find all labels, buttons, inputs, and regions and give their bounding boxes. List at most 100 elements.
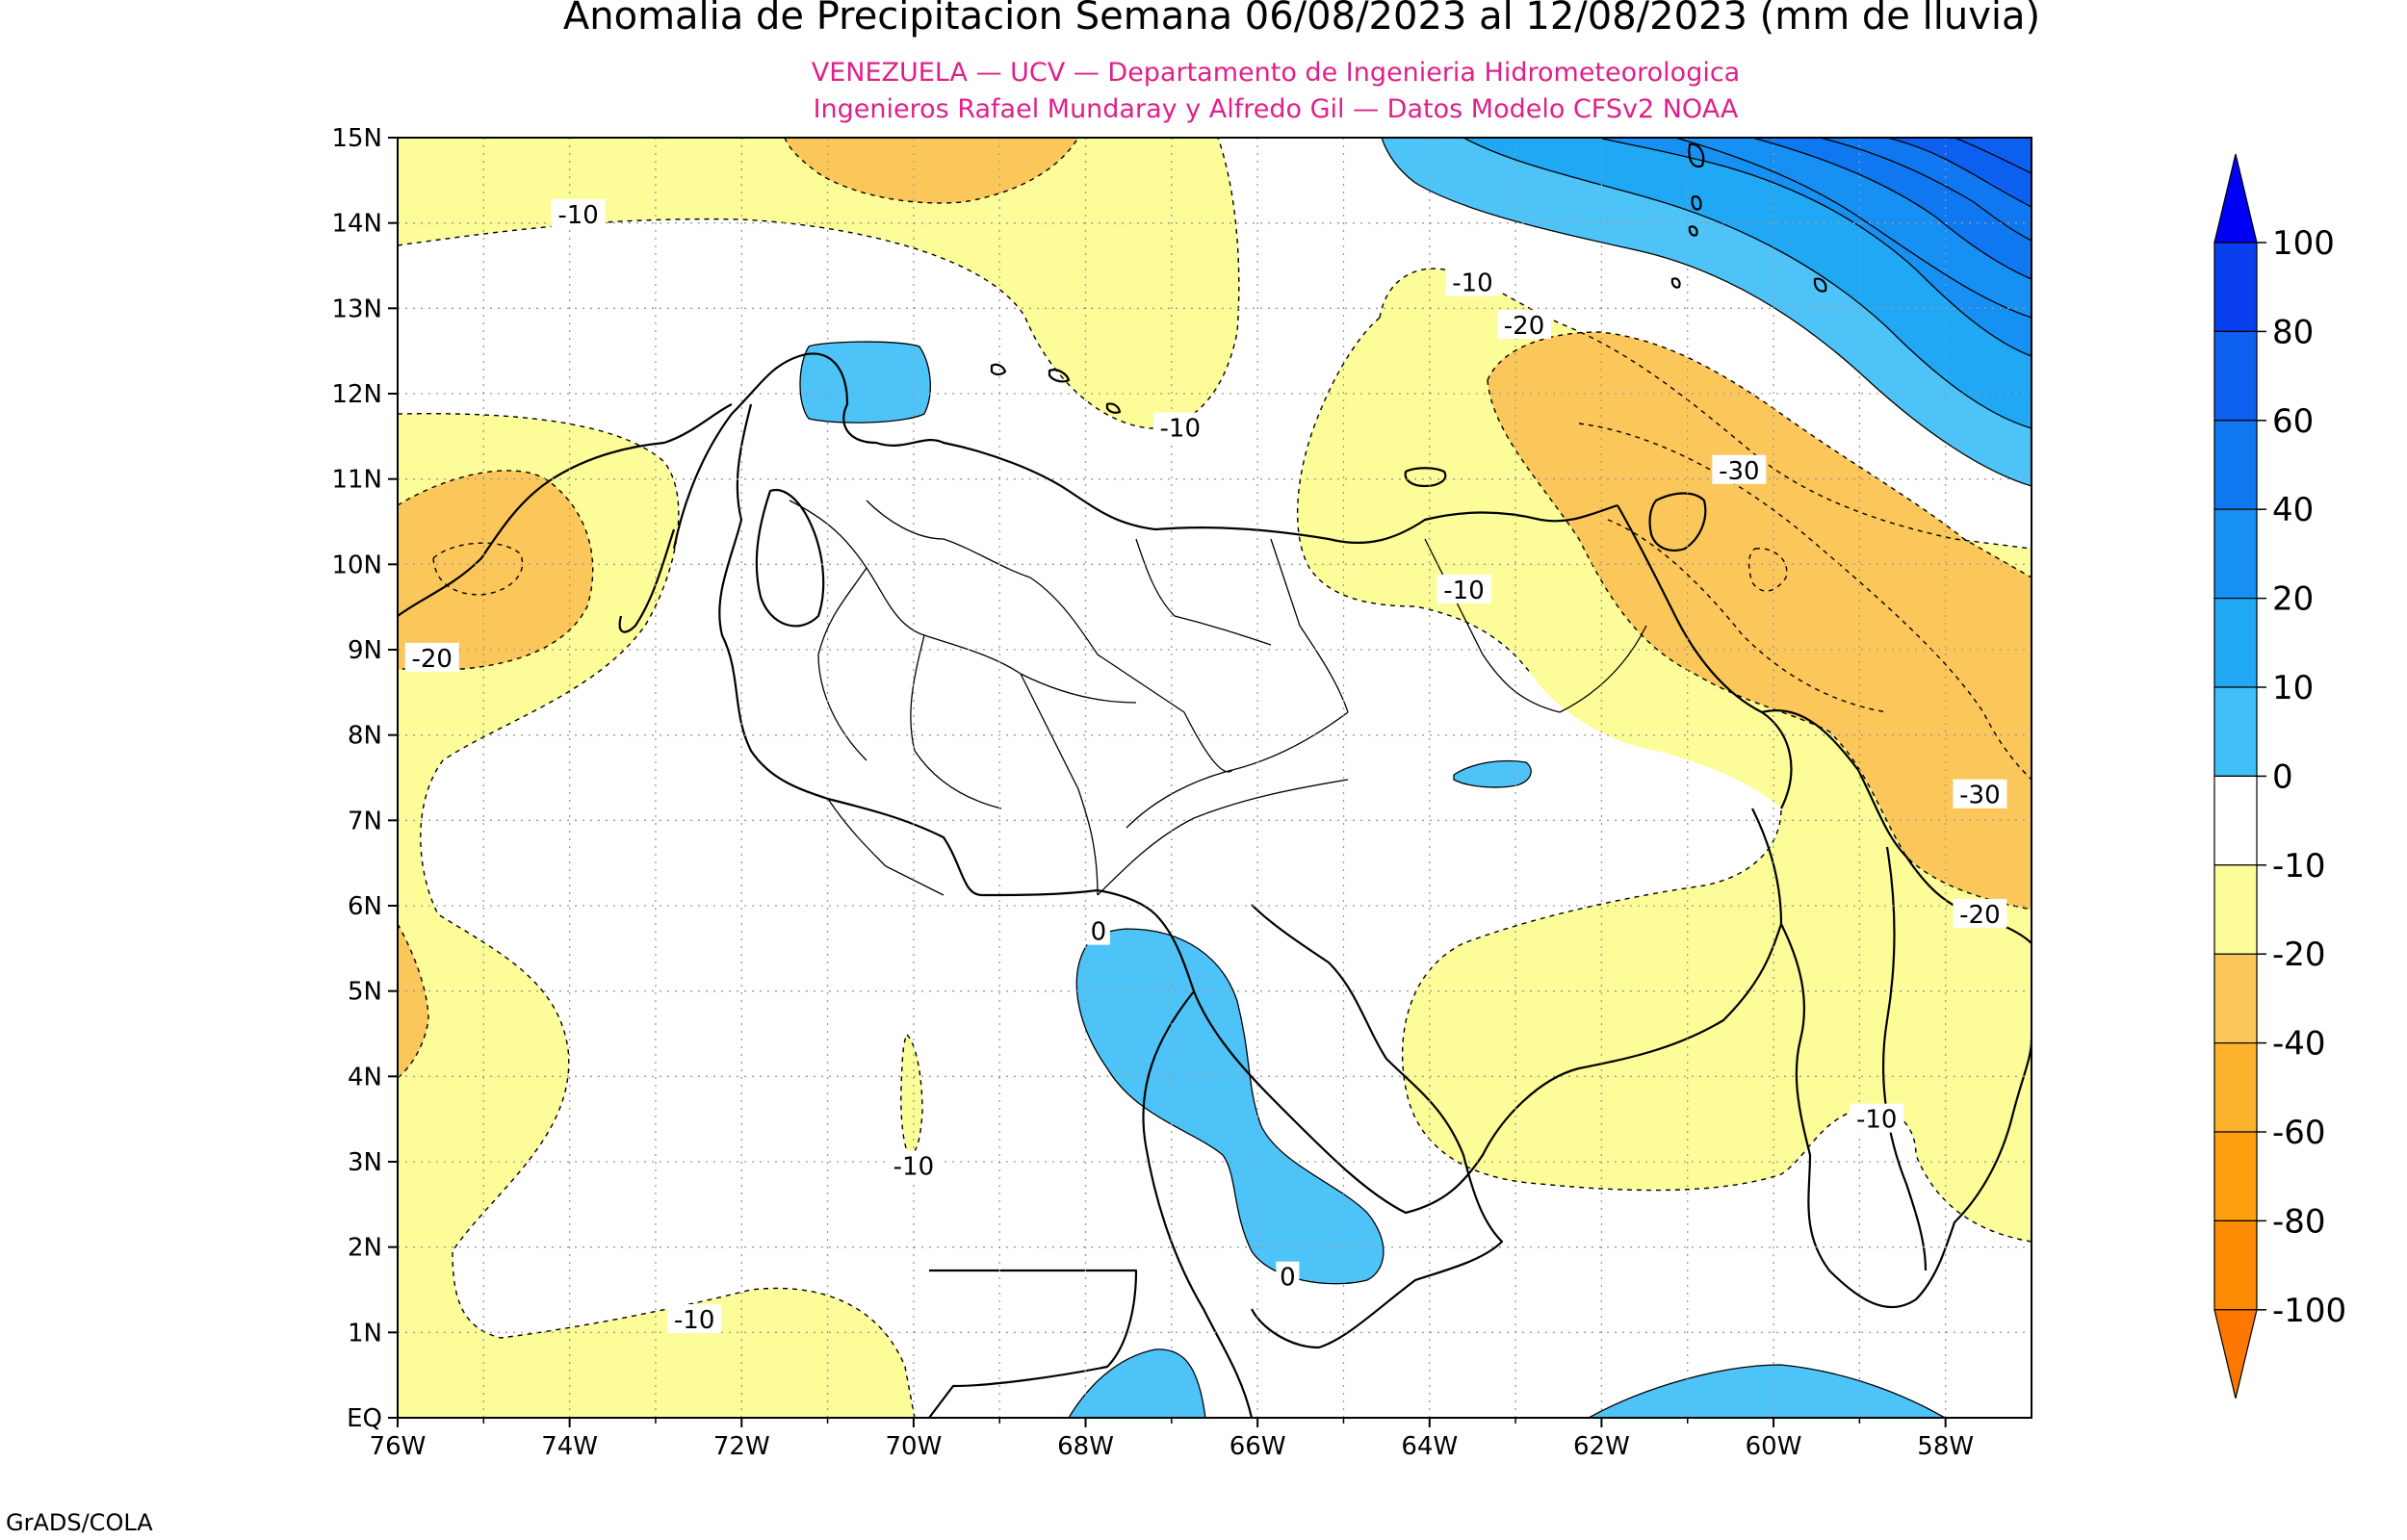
contour-label-bg [551,198,606,228]
state-border-5 [1135,538,1272,646]
contour-label: 0 [1280,1264,1296,1293]
contour-minus20-top [784,138,1079,204]
y-tick-label: 1N [348,1319,382,1348]
colorbar-label: -100 [2272,1292,2346,1330]
state-border-1 [789,500,925,636]
y-tick-label: 15N [331,124,382,153]
contour-label: -20 [411,645,452,674]
colorbar-segment [2213,330,2258,422]
x-tick-label: 74W [541,1432,598,1461]
colorbar-label: 80 [2272,313,2314,351]
contour-minus10-southeast [1401,808,2032,1243]
colorbar-segment [2213,1041,2258,1133]
contour-60-northeast [1886,138,2032,208]
colorbar-label: 10 [2272,669,2314,707]
state-borders [789,500,1647,896]
contour-0-guri [1453,759,1532,788]
contour-40-northeast [1751,138,2032,280]
contour-lines-positive [799,138,2032,1418]
island-barbados [1813,277,1827,293]
state-border-12 [827,798,945,896]
y-tick-label: 9N [348,636,382,665]
border-guyana-brazil [1780,923,2032,1309]
contour-minus20-northeast [1487,331,2032,578]
map-subtitle-line2: Ingenieros Rafael Mundaray y Alfredo Gil… [814,94,1739,124]
contour-0-gulf [799,341,931,424]
y-tick-label: 2N [348,1234,382,1263]
state-border-8 [1183,711,1233,773]
contour-label: -30 [1959,782,2000,810]
contour-0-amazonas [1075,928,1385,1285]
blue-band-60-80 [1887,138,2032,207]
contour-label: -20 [1959,901,2000,930]
y-tick-label: 3N [348,1148,382,1177]
map-frame [397,137,2032,1419]
blue-region-south-east [1589,1365,1945,1418]
colorbar-segment [2213,953,2258,1044]
map-plot-area: -10 -10 -20 -10 -30 -10 -20 -30 -20 0 -10 -10 0 -10 [398,138,2032,1418]
y-tick-label: 5N [348,978,382,1007]
colorbar-label: 100 [2272,224,2335,263]
contour-label-bg [404,642,459,672]
x-tick-label: 72W [713,1432,770,1461]
y-tick-label: 7N [348,807,382,835]
contour-label-bg [1152,412,1207,442]
island-aruba [990,363,1007,376]
colorbar-segment [2213,686,2258,778]
anomaly-shading-minus20 [398,138,2032,1078]
coastline-colombia [398,403,733,617]
map-title: Anomalia de Precipitacion Semana 06/08/2… [563,0,2040,38]
colorbar-top-arrow [2213,153,2258,244]
contour-minus10-north [398,138,1240,429]
orange-region-northwest [398,470,593,671]
contour-label-bg [1497,310,1552,340]
border-south-west [928,1269,1138,1418]
island-curacao [1048,369,1071,383]
yellow-region-west [398,413,915,1418]
border-amazonas [1251,904,1504,1349]
coast-gulf-uraba [618,528,676,633]
island-bonaire [1105,402,1122,414]
x-tick-label: 58W [1917,1432,1974,1461]
colorbar-label: -40 [2272,1025,2326,1064]
state-border-4 [1029,577,1185,713]
contour-label: -10 [557,201,598,230]
grads-credit: GrADS/COLA [6,1509,153,1536]
contour-lines-negative [398,138,2032,1418]
contour-label-bg [1276,1261,1300,1291]
colorbar-segment [2213,242,2258,333]
blue-region-amazonas [1076,929,1384,1284]
y-tick-label: 6N [348,892,382,921]
contour-minus30-ring [1747,548,1788,592]
contour-label-bg [667,1304,722,1334]
contour-label: -10 [1443,577,1484,605]
island-st-lucia [1691,195,1702,211]
contour-label: -10 [893,1152,934,1181]
contour-label: -10 [1856,1106,1897,1135]
y-tick-label: 13N [331,295,382,323]
contour-label-bg [1436,574,1491,603]
colorbar-label: -20 [2272,936,2326,974]
colorbar-label: 60 [2272,402,2314,441]
blue-band-40-60 [1752,138,2032,279]
contour-minus30-northwest [432,542,524,596]
contour-label-bg [1953,779,2007,808]
map-subtitle-line1: VENEZUELA — UCV — Departamento de Ingeni… [812,58,1740,88]
contour-label: -20 [1504,312,1544,341]
yellow-region-sliver [900,1035,922,1155]
y-tick-label: 10N [331,551,382,579]
map-axes: 76W 74W 72W 70W 68W 66W 64W 62W 60W 58W EQ 1N 2N 3N 4N… [331,124,1974,1461]
coastline-guajira [672,352,1618,550]
contour-label-bg [1712,454,1767,484]
contour-30-northeast [1674,138,2032,319]
colorbar-segment [2213,597,2258,688]
state-border-15 [1020,673,1099,896]
contour-minus30-inner [1607,519,1888,713]
y-tick-label: 12N [331,380,382,409]
border-venezuela-brazil [1154,808,1783,1215]
state-border-9 [1424,538,1561,713]
contour-70-northeast [1954,138,2032,174]
colorbar-label: -10 [2272,847,2326,886]
state-border-14 [910,634,1002,809]
x-tick-label: 68W [1057,1432,1114,1461]
